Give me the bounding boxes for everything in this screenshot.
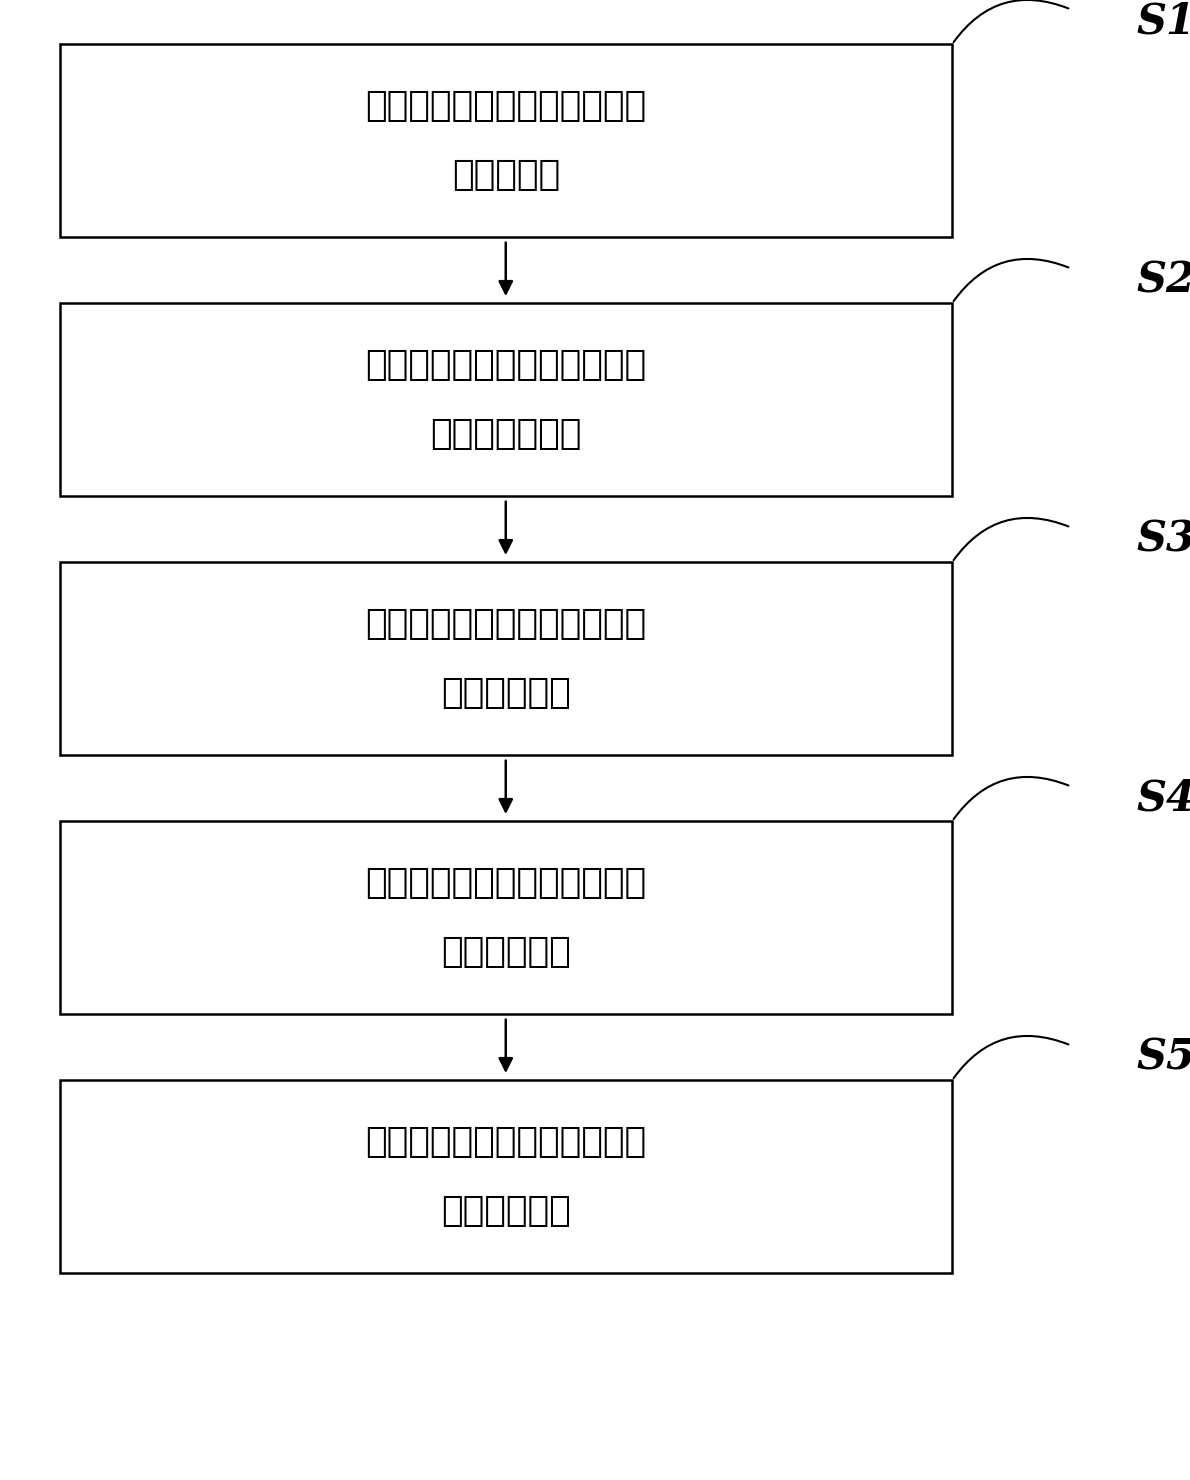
Text: 实时修剪操作: 实时修剪操作 bbox=[440, 935, 571, 969]
Text: S2: S2 bbox=[1136, 259, 1190, 302]
Bar bbox=[60, 562, 952, 755]
FancyArrowPatch shape bbox=[953, 0, 1069, 41]
Bar bbox=[60, 303, 952, 496]
FancyArrowPatch shape bbox=[953, 259, 1069, 300]
Text: S1: S1 bbox=[1136, 0, 1190, 43]
Text: 依据修剪操作规则建立可修剪: 依据修剪操作规则建立可修剪 bbox=[365, 607, 646, 641]
FancyArrowPatch shape bbox=[953, 1036, 1069, 1077]
Text: 部位的包围盒: 部位的包围盒 bbox=[440, 676, 571, 710]
Bar bbox=[60, 44, 952, 237]
FancyArrowPatch shape bbox=[953, 777, 1069, 818]
Text: 依据实时修剪操作的结果进行: 依据实时修剪操作的结果进行 bbox=[365, 1125, 646, 1159]
Text: S4: S4 bbox=[1136, 777, 1190, 820]
FancyArrowPatch shape bbox=[953, 518, 1069, 559]
Text: 立修剪操作规则: 立修剪操作规则 bbox=[430, 417, 582, 451]
Bar bbox=[60, 1080, 952, 1273]
Text: 修剪效果模拟: 修剪效果模拟 bbox=[440, 1194, 571, 1228]
Text: 进行预处理: 进行预处理 bbox=[452, 158, 559, 192]
Text: S5: S5 bbox=[1136, 1036, 1190, 1079]
Text: S3: S3 bbox=[1136, 518, 1190, 561]
Text: 对拟进行修剪的果树三维模型: 对拟进行修剪的果树三维模型 bbox=[365, 89, 646, 123]
Text: 依据可修剪部位的包围盒进行: 依据可修剪部位的包围盒进行 bbox=[365, 866, 646, 900]
Bar bbox=[60, 821, 952, 1014]
Text: 对预处理后的果树三维模型建: 对预处理后的果树三维模型建 bbox=[365, 348, 646, 382]
